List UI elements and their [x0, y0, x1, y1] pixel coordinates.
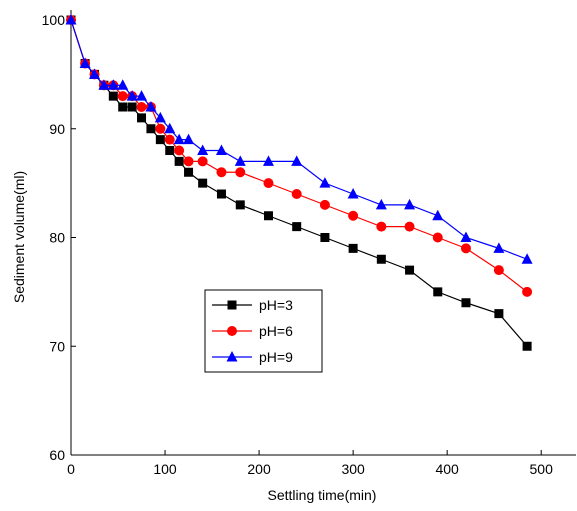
marker [262, 155, 274, 166]
marker [432, 209, 444, 221]
y-tick-label: 100 [42, 12, 66, 28]
marker [432, 232, 443, 243]
marker [126, 90, 138, 101]
marker [461, 298, 471, 308]
marker [197, 156, 208, 167]
x-tick-label: 0 [67, 461, 75, 477]
marker [234, 155, 246, 166]
marker [522, 286, 533, 297]
marker [89, 68, 101, 79]
marker [117, 79, 129, 90]
x-tick-label: 300 [341, 461, 365, 477]
x-tick-label: 500 [530, 461, 554, 477]
marker [376, 221, 387, 232]
marker [347, 188, 359, 199]
marker [522, 341, 532, 351]
marker [165, 146, 175, 155]
marker [184, 167, 194, 177]
marker [183, 156, 194, 167]
marker [521, 253, 533, 264]
marker [404, 221, 415, 232]
marker [320, 233, 330, 242]
marker [433, 287, 443, 297]
marker [493, 242, 505, 253]
marker [198, 178, 208, 188]
marker [291, 189, 302, 199]
marker [263, 178, 274, 189]
marker [319, 199, 330, 210]
y-tick-label: 90 [49, 121, 65, 137]
marker [117, 91, 128, 102]
marker [174, 156, 184, 166]
marker [127, 102, 137, 112]
marker [146, 124, 156, 134]
marker [164, 122, 176, 134]
marker [460, 243, 471, 254]
marker [319, 177, 331, 188]
marker [493, 265, 504, 276]
x-axis-label: Settling time(min) [268, 487, 377, 503]
x-tick-label: 400 [435, 461, 459, 477]
marker [79, 57, 91, 68]
marker [348, 243, 358, 253]
y-tick-label: 60 [49, 447, 65, 463]
marker [197, 144, 209, 155]
marker [155, 135, 165, 145]
y-tick-label: 80 [49, 230, 65, 246]
marker [118, 102, 128, 112]
legend-label: pH=3 [259, 297, 293, 313]
marker [136, 102, 147, 112]
marker [235, 167, 246, 178]
marker [375, 198, 387, 210]
marker [215, 144, 227, 155]
marker [145, 101, 157, 112]
legend-marker [226, 351, 238, 362]
legend-label: pH=9 [259, 349, 293, 365]
marker [173, 133, 185, 145]
legend-marker [227, 300, 237, 310]
marker [494, 309, 504, 319]
marker [235, 200, 245, 210]
marker [136, 90, 148, 101]
marker [216, 189, 226, 199]
marker [348, 210, 359, 221]
marker [164, 134, 175, 145]
marker [183, 133, 195, 145]
marker [154, 111, 166, 123]
marker [405, 265, 415, 275]
marker [291, 155, 303, 166]
marker [404, 198, 416, 210]
series-line [70, 19, 528, 293]
marker [376, 254, 386, 264]
x-tick-label: 200 [247, 461, 271, 477]
marker [65, 14, 77, 25]
marker [174, 145, 185, 156]
y-tick-label: 70 [49, 338, 65, 354]
x-tick-label: 100 [153, 461, 177, 477]
marker [460, 231, 472, 242]
y-axis-label: Sediment volume(ml) [11, 171, 27, 303]
legend-marker [227, 326, 237, 336]
marker [263, 211, 273, 221]
marker [107, 79, 119, 90]
legend-label: pH=6 [259, 323, 293, 339]
marker [216, 167, 227, 178]
marker [137, 113, 147, 123]
marker [155, 123, 166, 134]
marker [108, 91, 118, 101]
marker [292, 222, 302, 232]
marker [98, 79, 110, 90]
